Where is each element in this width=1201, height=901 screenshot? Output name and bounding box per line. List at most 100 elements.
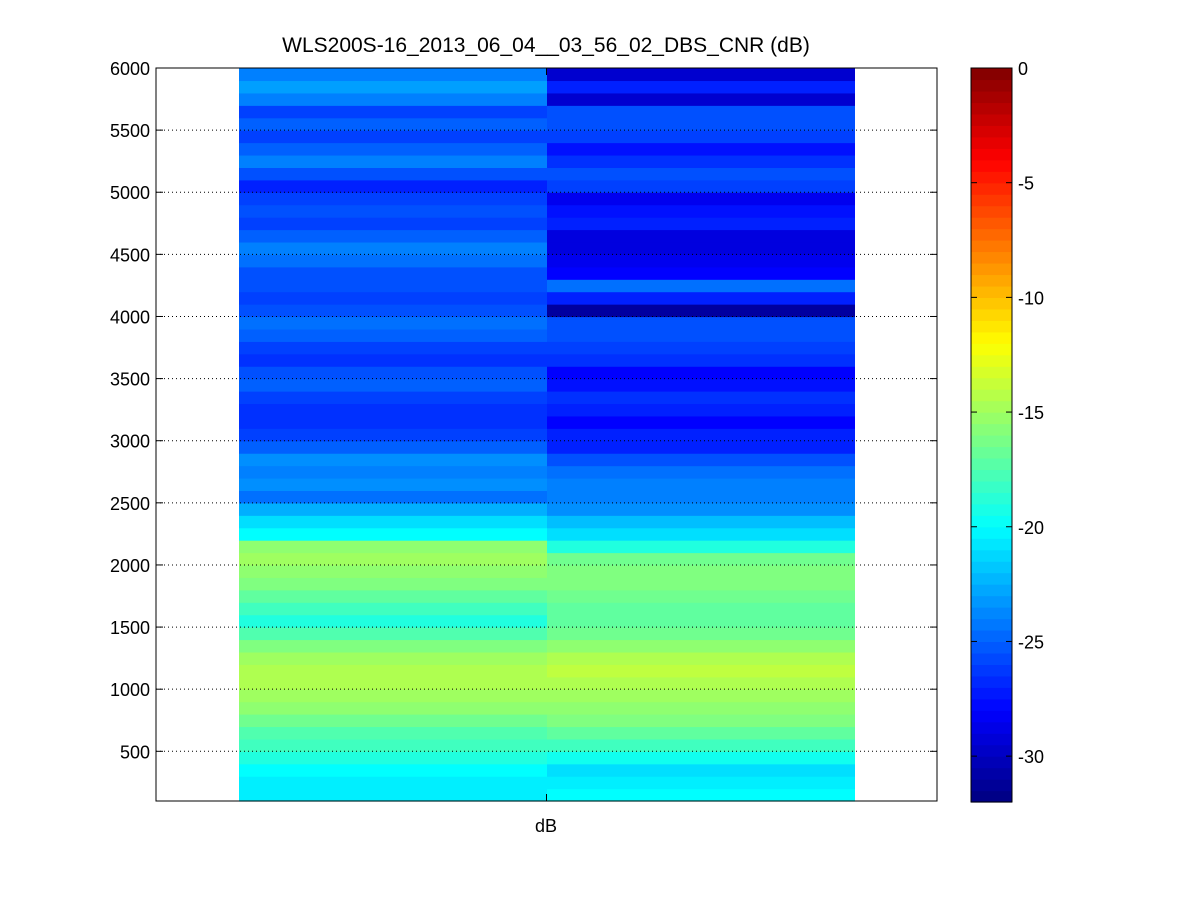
colorbar-strip (971, 515, 1012, 528)
heatmap-cell (547, 515, 855, 529)
heatmap-cell (239, 776, 547, 790)
heatmap-cell (547, 241, 855, 255)
heatmap-cell (547, 776, 855, 790)
colorbar-strip (971, 159, 1012, 172)
heatmap-cell (239, 266, 547, 280)
colorbar-strip (971, 412, 1012, 425)
heatmap-cell (547, 279, 855, 293)
colorbar-strip (971, 756, 1012, 769)
colorbar-tick-label: -25 (1018, 632, 1044, 652)
colorbar-strip (971, 687, 1012, 700)
colorbar-strip (971, 607, 1012, 620)
heatmap-cell (239, 217, 547, 231)
colorbar-strip (971, 354, 1012, 367)
colorbar-strip (971, 400, 1012, 413)
heatmap-cell (239, 515, 547, 529)
heatmap-cell (239, 564, 547, 578)
colorbar-strip (971, 377, 1012, 390)
heatmap-cell (547, 763, 855, 777)
heatmap-cell (239, 192, 547, 206)
heatmap-cell (547, 701, 855, 715)
heatmap-cell (547, 751, 855, 765)
chart-title: WLS200S-16_2013_06_04__03_56_02_DBS_CNR … (282, 34, 810, 57)
heatmap-cell (239, 614, 547, 628)
heatmap-cell (239, 316, 547, 330)
colorbar-tick-label: -5 (1018, 174, 1034, 194)
colorbar-strip (971, 629, 1012, 643)
y-tick-label: 500 (120, 742, 150, 762)
colorbar-strip (971, 285, 1012, 298)
heatmap-cell (239, 415, 547, 429)
heatmap-cell (239, 130, 547, 144)
colorbar-strip (971, 721, 1012, 734)
heatmap-cell (547, 378, 855, 392)
heatmap-cell (239, 664, 547, 678)
colorbar (971, 68, 1012, 803)
colorbar-strip (971, 561, 1012, 574)
heatmap-cell (239, 403, 547, 417)
heatmap-cell (239, 204, 547, 218)
heatmap-cell (547, 714, 855, 728)
heatmap-cell (239, 428, 547, 442)
heatmap-cell (547, 130, 855, 144)
colorbar-strip (971, 480, 1012, 493)
heatmap-cell (239, 229, 547, 243)
heatmap-cell (547, 92, 855, 106)
colorbar-strip (971, 744, 1012, 757)
heatmap-cell (547, 477, 855, 491)
heatmap-cell (547, 577, 855, 591)
heatmap-cell (547, 788, 855, 802)
colorbar-strip (971, 457, 1012, 471)
heatmap-cell (547, 179, 855, 193)
heatmap-cell (547, 68, 855, 82)
colorbar-strip (971, 194, 1012, 207)
colorbar-strip (971, 331, 1012, 344)
heatmap-cells (239, 68, 855, 802)
heatmap-cell (547, 614, 855, 628)
y-tick-label: 3000 (110, 432, 150, 452)
colorbar-tick-label: -10 (1018, 288, 1044, 308)
heatmap-cell (547, 664, 855, 678)
heatmap-cell (547, 490, 855, 504)
heatmap-cell (547, 465, 855, 479)
heatmap-cell (239, 80, 547, 94)
colorbar-strip (971, 79, 1012, 92)
colorbar-strip (971, 664, 1012, 677)
colorbar-strip (971, 572, 1012, 585)
heatmap-cell (547, 204, 855, 218)
heatmap-cell (547, 80, 855, 94)
heatmap-cell (547, 254, 855, 268)
heatmap-cell (239, 540, 547, 554)
heatmap-cell (239, 589, 547, 603)
heatmap-cell (547, 353, 855, 367)
colorbar-strip (971, 790, 1012, 803)
colorbar-strip (971, 423, 1012, 436)
heatmap-cell (239, 279, 547, 293)
heatmap-cell (547, 726, 855, 740)
y-tick-label: 4000 (110, 307, 150, 327)
heatmap-cell (547, 428, 855, 442)
heatmap-cell (239, 105, 547, 119)
heatmap-cell (547, 154, 855, 168)
colorbar-strip (971, 435, 1012, 448)
y-tick-label: 4500 (110, 245, 150, 265)
colorbar-strip (971, 389, 1012, 402)
heatmap-cell (547, 403, 855, 417)
x-axis-label: dB (535, 816, 557, 836)
colorbar-strip (971, 171, 1012, 184)
heatmap-cell (239, 142, 547, 156)
colorbar-strip (971, 503, 1012, 516)
colorbar-ticks: -30 -25 -20 -15 -10 -5 0 (971, 59, 1044, 767)
heatmap-cell (547, 291, 855, 305)
heatmap-cell (547, 217, 855, 231)
y-tick-label: 2500 (110, 494, 150, 514)
heatmap-cell (547, 676, 855, 690)
heatmap-cell (547, 391, 855, 405)
colorbar-strip (971, 251, 1012, 264)
heatmap-cell (239, 391, 547, 405)
colorbar-strip (971, 733, 1012, 746)
heatmap-cell (547, 328, 855, 342)
y-axis-ticks: 500 1000 1500 2000 2500 3000 3500 4000 4500 5000 5… (110, 59, 937, 801)
heatmap-cell (547, 627, 855, 641)
